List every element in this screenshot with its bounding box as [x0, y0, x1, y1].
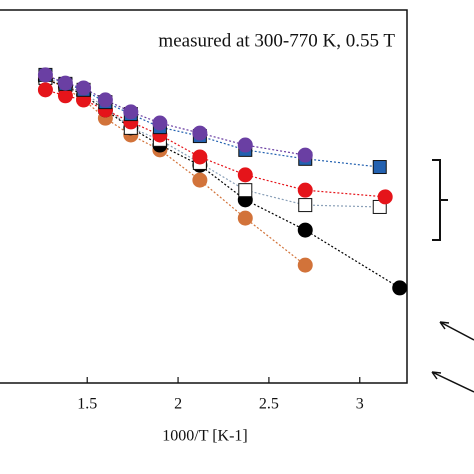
point: [298, 198, 313, 213]
point: [192, 125, 208, 141]
x-tick-label: 2.5: [259, 396, 279, 413]
point: [37, 82, 53, 98]
fit-line: [45, 77, 380, 208]
point: [37, 67, 53, 83]
point: [237, 210, 253, 226]
point: [76, 80, 92, 96]
x-tick-label: 2: [174, 396, 182, 413]
annotation: measured at 300-770 K, 0.55 T: [158, 30, 395, 51]
point: [97, 92, 113, 108]
point: [57, 88, 73, 104]
x-axis-label: 1000/T [K-1]: [162, 428, 247, 445]
x-tick-label: 3: [356, 396, 364, 413]
point: [123, 104, 139, 120]
point: [152, 115, 168, 131]
point: [372, 160, 387, 175]
point: [57, 75, 73, 91]
point: [392, 280, 408, 296]
point: [237, 137, 253, 153]
point: [192, 172, 208, 188]
legend-bracket: [432, 159, 448, 241]
arrow: [439, 321, 474, 341]
point: [297, 147, 313, 163]
point: [297, 182, 313, 198]
fit-line: [45, 89, 386, 198]
point: [192, 149, 208, 165]
point: [377, 189, 393, 205]
x-tick-label: 1.5: [77, 396, 97, 413]
plot-frame: [0, 9, 408, 384]
point: [237, 167, 253, 183]
point: [297, 257, 313, 273]
point: [238, 183, 253, 198]
point: [297, 222, 313, 238]
fit-line: [45, 74, 380, 168]
arrow: [431, 371, 474, 393]
